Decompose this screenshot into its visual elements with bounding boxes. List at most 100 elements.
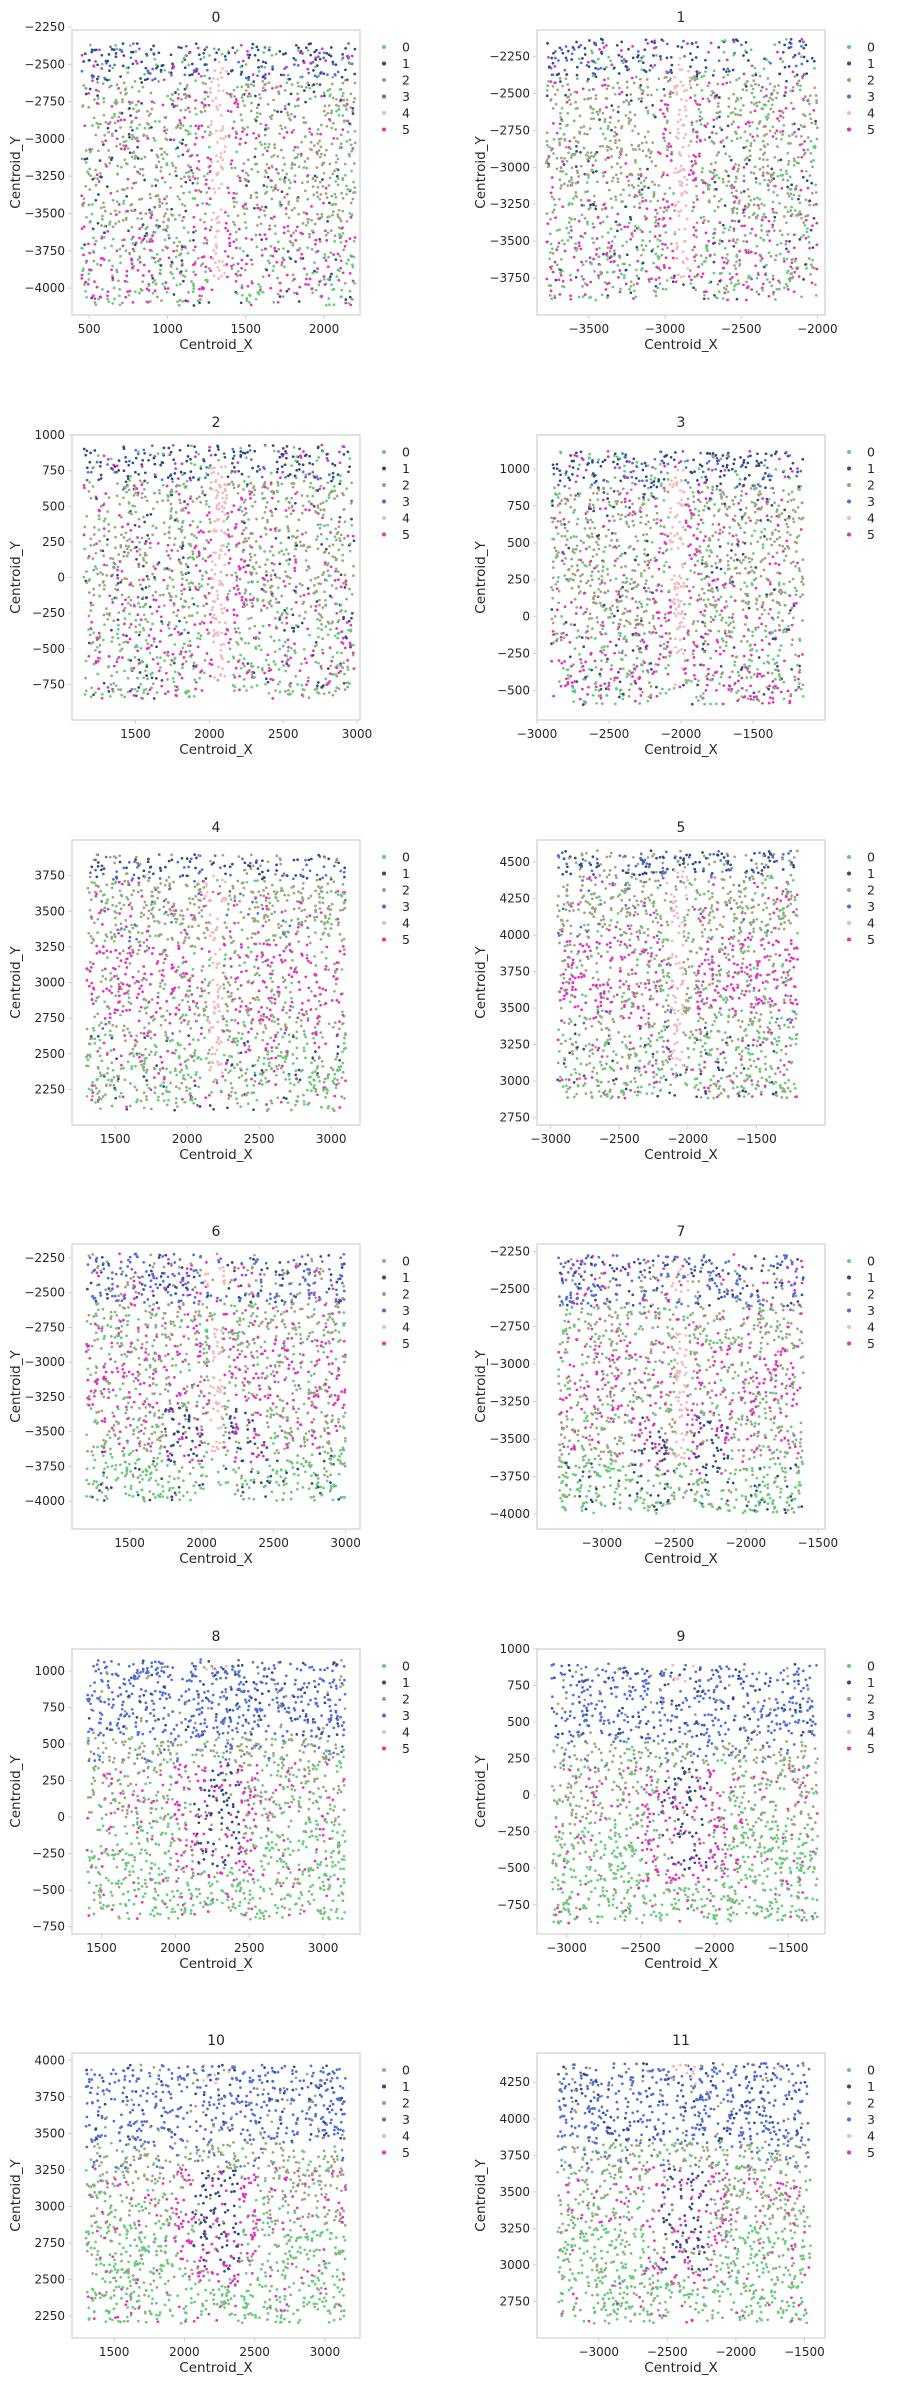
point-cluster-1 [795, 73, 799, 77]
point-cluster-1 [754, 73, 758, 77]
point-cluster-5 [244, 507, 247, 510]
point-cluster-2 [255, 203, 259, 207]
point-cluster-2 [340, 191, 343, 195]
point-cluster-5 [225, 263, 229, 266]
point-cluster-5 [654, 278, 658, 281]
point-cluster-5 [703, 124, 707, 127]
point-cluster-0 [784, 169, 788, 173]
x-tick-label: 1000 [152, 322, 183, 336]
point-cluster-2 [808, 174, 812, 177]
point-cluster-4 [677, 63, 681, 67]
point-cluster-2 [726, 252, 729, 256]
point-cluster-1 [295, 544, 299, 547]
point-cluster-1 [214, 453, 217, 457]
point-cluster-1 [158, 224, 161, 228]
point-cluster-2 [279, 124, 283, 128]
point-cluster-0 [191, 290, 195, 294]
point-cluster-2 [631, 147, 635, 151]
point-cluster-1 [690, 58, 694, 62]
point-cluster-2 [264, 527, 268, 531]
point-cluster-4 [680, 98, 683, 101]
point-cluster-5 [159, 615, 163, 619]
point-cluster-5 [151, 234, 154, 237]
point-cluster-4 [216, 634, 220, 637]
point-cluster-2 [710, 140, 714, 143]
point-cluster-4 [211, 577, 214, 581]
point-cluster-0 [737, 76, 741, 80]
point-cluster-5 [350, 54, 354, 58]
point-cluster-0 [333, 634, 337, 638]
point-cluster-5 [558, 293, 562, 296]
point-cluster-2 [179, 126, 182, 130]
point-cluster-1 [192, 238, 195, 242]
point-cluster-0 [788, 175, 792, 179]
point-cluster-1 [318, 83, 322, 86]
point-cluster-5 [668, 266, 671, 270]
point-cluster-0 [247, 581, 250, 584]
point-cluster-2 [322, 161, 326, 165]
point-cluster-2 [641, 149, 645, 153]
point-cluster-0 [743, 49, 747, 53]
point-cluster-2 [566, 184, 570, 187]
point-cluster-2 [629, 118, 633, 122]
point-cluster-0 [122, 199, 126, 203]
point-cluster-1 [257, 103, 260, 107]
point-cluster-0 [168, 536, 171, 540]
point-cluster-0 [700, 178, 704, 182]
point-cluster-0 [151, 291, 155, 295]
point-cluster-2 [83, 525, 87, 529]
point-cluster-1 [344, 47, 347, 50]
point-cluster-2 [132, 264, 136, 268]
legend-label-5: 5 [402, 122, 410, 137]
point-cluster-5 [105, 164, 108, 168]
point-cluster-2 [300, 85, 303, 89]
point-cluster-4 [221, 125, 225, 128]
point-cluster-0 [130, 137, 134, 141]
point-cluster-5 [618, 290, 622, 294]
point-cluster-5 [244, 598, 248, 601]
point-cluster-0 [173, 643, 177, 646]
point-cluster-0 [652, 261, 656, 265]
point-cluster-5 [95, 101, 99, 105]
point-cluster-0 [639, 59, 642, 63]
point-cluster-2 [193, 107, 197, 110]
point-cluster-0 [352, 255, 356, 259]
point-cluster-1 [788, 41, 792, 44]
point-cluster-5 [209, 255, 213, 259]
point-cluster-5 [141, 274, 145, 277]
point-cluster-2 [610, 165, 614, 169]
point-cluster-2 [627, 103, 631, 106]
point-cluster-2 [172, 241, 176, 244]
point-cluster-0 [705, 247, 709, 251]
point-cluster-0 [276, 610, 279, 614]
point-cluster-0 [594, 61, 597, 65]
point-cluster-0 [605, 271, 609, 274]
point-cluster-3 [237, 60, 240, 64]
point-cluster-2 [172, 610, 175, 614]
point-cluster-2 [622, 188, 625, 192]
point-cluster-1 [779, 158, 783, 162]
point-cluster-5 [290, 131, 294, 134]
point-cluster-4 [208, 86, 212, 90]
point-cluster-5 [280, 660, 284, 663]
point-cluster-0 [652, 190, 656, 194]
point-cluster-2 [148, 584, 151, 588]
point-cluster-5 [189, 478, 192, 482]
point-cluster-2 [695, 83, 699, 87]
point-cluster-1 [131, 62, 135, 66]
point-cluster-5 [250, 238, 254, 241]
point-cluster-1 [745, 162, 749, 166]
point-cluster-1 [137, 633, 141, 637]
point-cluster-2 [277, 91, 281, 94]
point-cluster-0 [749, 232, 752, 235]
point-cluster-2 [182, 191, 185, 195]
point-cluster-0 [776, 174, 780, 178]
point-cluster-2 [802, 221, 806, 224]
point-cluster-5 [116, 119, 120, 123]
point-cluster-2 [234, 130, 238, 134]
point-cluster-2 [84, 87, 87, 90]
point-cluster-5 [88, 251, 92, 255]
point-cluster-1 [307, 83, 311, 87]
point-cluster-2 [343, 119, 346, 122]
point-cluster-2 [545, 159, 549, 162]
